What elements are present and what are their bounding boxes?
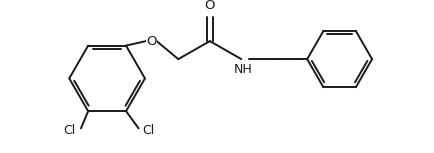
- Text: Cl: Cl: [63, 124, 75, 137]
- Text: Cl: Cl: [142, 124, 155, 137]
- Text: O: O: [204, 0, 214, 12]
- Text: NH: NH: [233, 63, 252, 76]
- Text: O: O: [146, 35, 156, 48]
